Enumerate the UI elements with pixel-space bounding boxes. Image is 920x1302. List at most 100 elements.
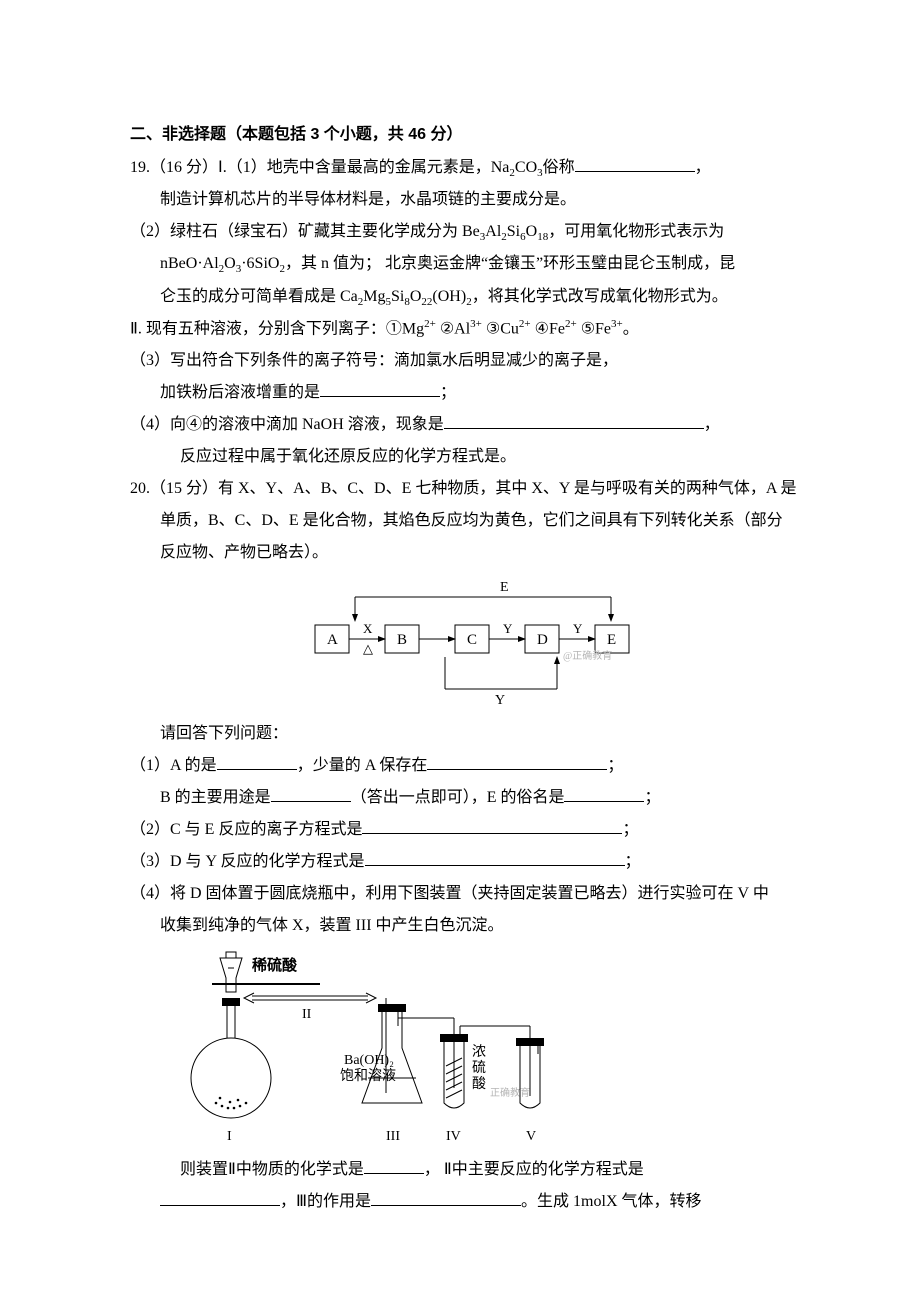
- text: (OH): [432, 288, 466, 305]
- q20-p4-l1: （4）将 D 固体置于圆底烧瓶中，利用下图装置（夹持固定装置已略去）进行实验可在…: [130, 878, 800, 910]
- blank[interactable]: [427, 754, 607, 770]
- text: B 的主要用途是: [160, 789, 271, 806]
- blank[interactable]: [575, 156, 695, 172]
- flow-svg: E A B C D E X △ Y Y Y @正确教育: [285, 579, 645, 709]
- svg-text:Y: Y: [573, 621, 583, 636]
- text: ，少量的 A 保存在: [297, 757, 428, 774]
- label-baoh2-sat: 饱和溶液: [340, 1068, 396, 1084]
- text: 俗称: [543, 159, 575, 176]
- text: ⑤Fe: [577, 320, 611, 337]
- sup: 2+: [519, 318, 531, 330]
- q19-p3-l1: （3）写出符合下列条件的离子符号：滴加氯水后明显减少的离子是，: [130, 345, 800, 377]
- q19-p4-l1: （4）向④的溶液中滴加 NaOH 溶液，现象是，: [130, 409, 800, 441]
- text: ，可用氧化物形式表示为: [548, 223, 724, 240]
- q20-tail-l1: 则装置Ⅱ中物质的化学式是， Ⅱ中主要反应的化学方程式是: [130, 1154, 800, 1186]
- text: （1）A 的是: [130, 757, 217, 774]
- sub: 22: [421, 296, 432, 308]
- text: （3）D 与 Y 反应的化学方程式是: [130, 853, 365, 870]
- svg-text:B: B: [397, 632, 407, 648]
- text: 加铁粉后溶液增重的是: [160, 384, 320, 401]
- text: Mg: [363, 288, 385, 305]
- text: ；: [644, 789, 660, 806]
- q20-p1-l1: （1）A 的是 ，少量的 A 保存在 ；: [130, 750, 800, 782]
- q19-p3-l2: 加铁粉后溶液增重的是 ；: [130, 377, 800, 409]
- text: O: [526, 223, 538, 240]
- svg-text:X: X: [363, 621, 373, 636]
- text: ，将其化学式改写成氧化物形式为。: [472, 288, 728, 305]
- q20-apparatus: 稀硫酸 II I: [130, 948, 800, 1148]
- text: nBeO·Al: [160, 255, 219, 272]
- blank[interactable]: [444, 413, 704, 429]
- blank[interactable]: [217, 754, 297, 770]
- blank[interactable]: [371, 1190, 521, 1206]
- text: CO: [515, 159, 537, 176]
- label-III: III: [386, 1129, 400, 1144]
- text: O: [410, 288, 422, 305]
- q19-p2-l2: nBeO·Al2O3·6SiO2，其 n 值为； 北京奥运金牌“金镶玉”环形玉璧…: [130, 248, 800, 280]
- sup: 3+: [611, 318, 623, 330]
- text: ，其 n 值为； 北京奥运金牌“金镶玉”环形玉璧由昆仑玉制成，昆: [285, 255, 735, 272]
- label-dilute-acid: 稀硫酸: [252, 956, 298, 974]
- q20-tail-l2: ，Ⅲ的作用是 。生成 1molX 气体，转移: [130, 1186, 800, 1218]
- label-II: II: [302, 1007, 312, 1022]
- q20-l2: 单质，B、C、D、E 是化合物，其焰色反应均为黄色，它们之间具有下列转化关系（部…: [130, 505, 800, 537]
- label-E-top: E: [500, 580, 509, 595]
- text: （2）绿柱石（绿宝石）矿藏其主要化学成分为 Be: [130, 223, 480, 240]
- q19-p4-l2: 反应过程中属于氧化还原反应的化学方程式是。: [130, 441, 800, 473]
- text: 则装置Ⅱ中物质的化学式是: [180, 1161, 364, 1178]
- label-IV: IV: [446, 1129, 461, 1144]
- blank[interactable]: [160, 1190, 280, 1206]
- label-conc-c: 酸: [472, 1076, 486, 1092]
- svg-text:C: C: [467, 632, 477, 648]
- text: O: [224, 255, 236, 272]
- text: Ⅱ. 现有五种溶液，分别含下列离子：①Mg: [130, 320, 424, 337]
- q20-p2: （2）C 与 E 反应的离子方程式是；: [130, 814, 800, 846]
- svg-text:Y: Y: [503, 621, 513, 636]
- section-title: 二、非选择题（本题包括 3 个小题，共 46 分）: [130, 120, 800, 144]
- blank[interactable]: [320, 381, 440, 397]
- q20-p3: （3）D 与 Y 反应的化学方程式是 ；: [130, 846, 800, 878]
- blank[interactable]: [271, 786, 351, 802]
- text: ，Ⅲ的作用是: [280, 1193, 371, 1210]
- sub: 18: [537, 231, 548, 243]
- svg-text:A: A: [327, 632, 338, 648]
- q20-l3: 反应物、产物已略去）。: [130, 537, 800, 569]
- label-V: V: [526, 1129, 536, 1144]
- blank[interactable]: [365, 850, 625, 866]
- q20-p1-l2: B 的主要用途是（答出一点即可），E 的俗名是；: [130, 782, 800, 814]
- q19-line1: 19.（16 分）Ⅰ.（1）地壳中含量最高的金属元素是，Na2CO3俗称，: [130, 152, 800, 184]
- text: Si: [507, 223, 520, 240]
- q19-p2-l1: （2）绿柱石（绿宝石）矿藏其主要化学成分为 Be3Al2Si6O18，可用氧化物…: [130, 216, 800, 248]
- apparatus-watermark: 正确教育: [490, 1086, 530, 1099]
- label-baoh2: Ba(OH)₂: [344, 1053, 394, 1068]
- text: ；: [440, 384, 456, 401]
- label-conc-b: 硫: [472, 1060, 486, 1076]
- text: ；: [625, 853, 641, 870]
- text: ；: [607, 757, 623, 774]
- text: 。生成 1molX 气体，转移: [521, 1193, 701, 1210]
- watermark: @正确教育: [563, 649, 612, 662]
- label-conc-a: 浓: [472, 1044, 486, 1060]
- text: ④Fe: [531, 320, 565, 337]
- text: Al: [485, 223, 501, 240]
- sup: 3+: [470, 318, 482, 330]
- text: （2）C 与 E 反应的离子方程式是: [130, 821, 362, 838]
- blank[interactable]: [362, 818, 622, 834]
- label-Y-bottom: Y: [495, 693, 505, 708]
- svg-text:D: D: [537, 632, 548, 648]
- q20-l1: 20.（15 分）有 X、Y、A、B、C、D、E 七种物质，其中 X、Y 是与呼…: [130, 473, 800, 505]
- q20-p4-l2: 收集到纯净的气体 X，装置 III 中产生白色沉淀。: [130, 910, 800, 942]
- blank[interactable]: [364, 1158, 424, 1174]
- text: 。: [623, 320, 639, 337]
- text: ，: [695, 159, 711, 176]
- text: Si: [391, 288, 404, 305]
- q19-line2: 制造计算机芯片的半导体材料是，水晶项链的主要成分是。: [130, 184, 800, 216]
- sup: 2+: [424, 318, 436, 330]
- label-I: I: [227, 1129, 232, 1144]
- svg-text:E: E: [607, 632, 616, 648]
- svg-text:△: △: [363, 641, 373, 656]
- text: ·6SiO: [241, 255, 279, 272]
- text: ②Al: [436, 320, 470, 337]
- blank[interactable]: [564, 786, 644, 802]
- text: ③Cu: [482, 320, 519, 337]
